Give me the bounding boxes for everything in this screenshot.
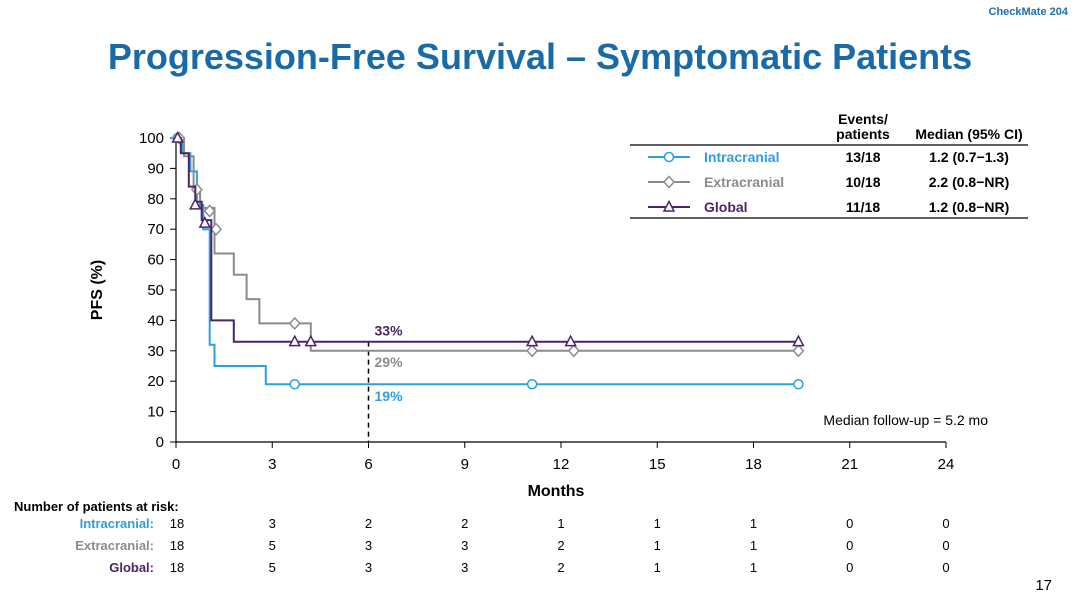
censor-mark-global [304, 334, 317, 347]
risk-value: 0 [942, 560, 949, 575]
risk-value: 18 [170, 516, 184, 531]
x-tick-label: 12 [553, 456, 570, 473]
risk-value: 1 [750, 516, 757, 531]
x-tick-label: 9 [461, 456, 469, 473]
censor-mark-global [525, 334, 539, 347]
legend-label-extracranial: Extracranial [704, 174, 784, 190]
risk-table-title: Number of patients at risk: [14, 499, 179, 514]
legend-marker-intracranial [663, 151, 675, 163]
legend-events-intracranial: 13/18 [845, 149, 880, 165]
risk-value: 0 [846, 538, 853, 553]
legend-events-global: 11/18 [846, 199, 880, 215]
y-tick-label: 100 [139, 130, 164, 147]
y-tick-label: 10 [147, 404, 164, 421]
study-tag: CheckMate 204 [988, 6, 1069, 18]
censor-mark-extracranial [288, 316, 301, 331]
risk-value: 0 [846, 560, 853, 575]
y-tick-label: 80 [147, 191, 164, 208]
landmark-label-intracranial: 19% [375, 388, 404, 404]
landmark-label-global: 33% [375, 323, 404, 339]
legend-label-intracranial: Intracranial [704, 149, 779, 165]
risk-value: 1 [750, 560, 757, 575]
series-line-extracranial [176, 137, 799, 352]
risk-value: 2 [557, 560, 564, 575]
censor-mark-intracranial [289, 378, 300, 390]
censor-mark-extracranial [203, 204, 216, 218]
y-tick-label: 30 [147, 343, 164, 360]
legend-header-events: patients [836, 126, 890, 142]
page-number: 17 [1035, 577, 1052, 594]
series-line-global [176, 137, 799, 343]
page-title: Progression-Free Survival – Symptomatic … [107, 36, 973, 77]
censor-mark-global [198, 216, 212, 228]
censor-mark-intracranial [526, 378, 538, 390]
legend-median-extracranial: 2.2 (0.8−NR) [929, 174, 1010, 190]
risk-value: 1 [654, 538, 661, 553]
x-tick-label: 0 [172, 456, 180, 473]
x-tick-label: 24 [938, 456, 955, 473]
legend-marker-global [662, 199, 676, 212]
risk-value: 3 [461, 560, 468, 575]
risk-value: 1 [750, 538, 757, 553]
censor-mark-global [564, 334, 577, 347]
risk-row-label: Intracranial: [80, 516, 154, 531]
risk-value: 1 [557, 516, 564, 531]
x-tick-label: 18 [745, 456, 762, 473]
y-tick-label: 90 [147, 160, 164, 177]
risk-value: 18 [170, 560, 184, 575]
x-tick-label: 21 [841, 456, 858, 473]
risk-value: 1 [654, 560, 661, 575]
risk-row-label: Extracranial: [75, 538, 154, 553]
risk-value: 0 [942, 516, 949, 531]
censor-mark-intracranial [793, 378, 804, 390]
x-tick-label: 6 [364, 456, 372, 473]
risk-value: 3 [365, 538, 372, 553]
censor-mark-global [288, 334, 301, 347]
censor-mark-global [171, 130, 184, 143]
censor-mark-extracranial [567, 344, 580, 358]
risk-value: 0 [846, 516, 853, 531]
landmark-label-extracranial: 29% [375, 354, 404, 370]
censor-mark-extracranial [210, 222, 223, 236]
legend-label-global: Global [704, 199, 748, 215]
legend-header-median: Median (95% CI) [915, 126, 1022, 142]
x-tick-label: 3 [268, 456, 276, 473]
censor-mark-extracranial [526, 344, 539, 358]
risk-value: 5 [269, 538, 276, 553]
risk-value: 5 [269, 560, 276, 575]
x-axis-label: Months [528, 483, 585, 500]
censor-mark-global [792, 334, 805, 347]
risk-value: 18 [170, 538, 184, 553]
legend-header-events: Events/ [838, 111, 888, 127]
risk-value: 2 [461, 516, 468, 531]
risk-value: 3 [365, 560, 372, 575]
legend-events-extracranial: 10/18 [845, 174, 880, 190]
risk-value: 1 [654, 516, 661, 531]
risk-value: 0 [942, 538, 949, 553]
y-axis-label: PFS (%) [89, 260, 106, 320]
risk-value: 3 [269, 516, 276, 531]
y-tick-label: 20 [147, 373, 164, 390]
y-tick-label: 0 [156, 434, 164, 451]
risk-row-label: Global: [109, 560, 154, 575]
x-tick-label: 15 [649, 456, 666, 473]
y-tick-label: 50 [147, 282, 164, 299]
risk-value: 2 [557, 538, 564, 553]
censor-mark-global [189, 197, 202, 210]
y-tick-label: 40 [147, 312, 164, 329]
legend-marker-extracranial [662, 175, 676, 189]
y-tick-label: 70 [147, 221, 164, 238]
follow-up-annotation: Median follow-up = 5.2 mo [823, 412, 988, 428]
y-tick-label: 60 [147, 252, 164, 269]
risk-value: 3 [461, 538, 468, 553]
legend-median-global: 1.2 (0.8−NR) [929, 199, 1010, 215]
risk-value: 2 [365, 516, 372, 531]
censor-mark-extracranial [792, 344, 805, 358]
legend-median-intracranial: 1.2 (0.7−1.3) [929, 149, 1009, 165]
